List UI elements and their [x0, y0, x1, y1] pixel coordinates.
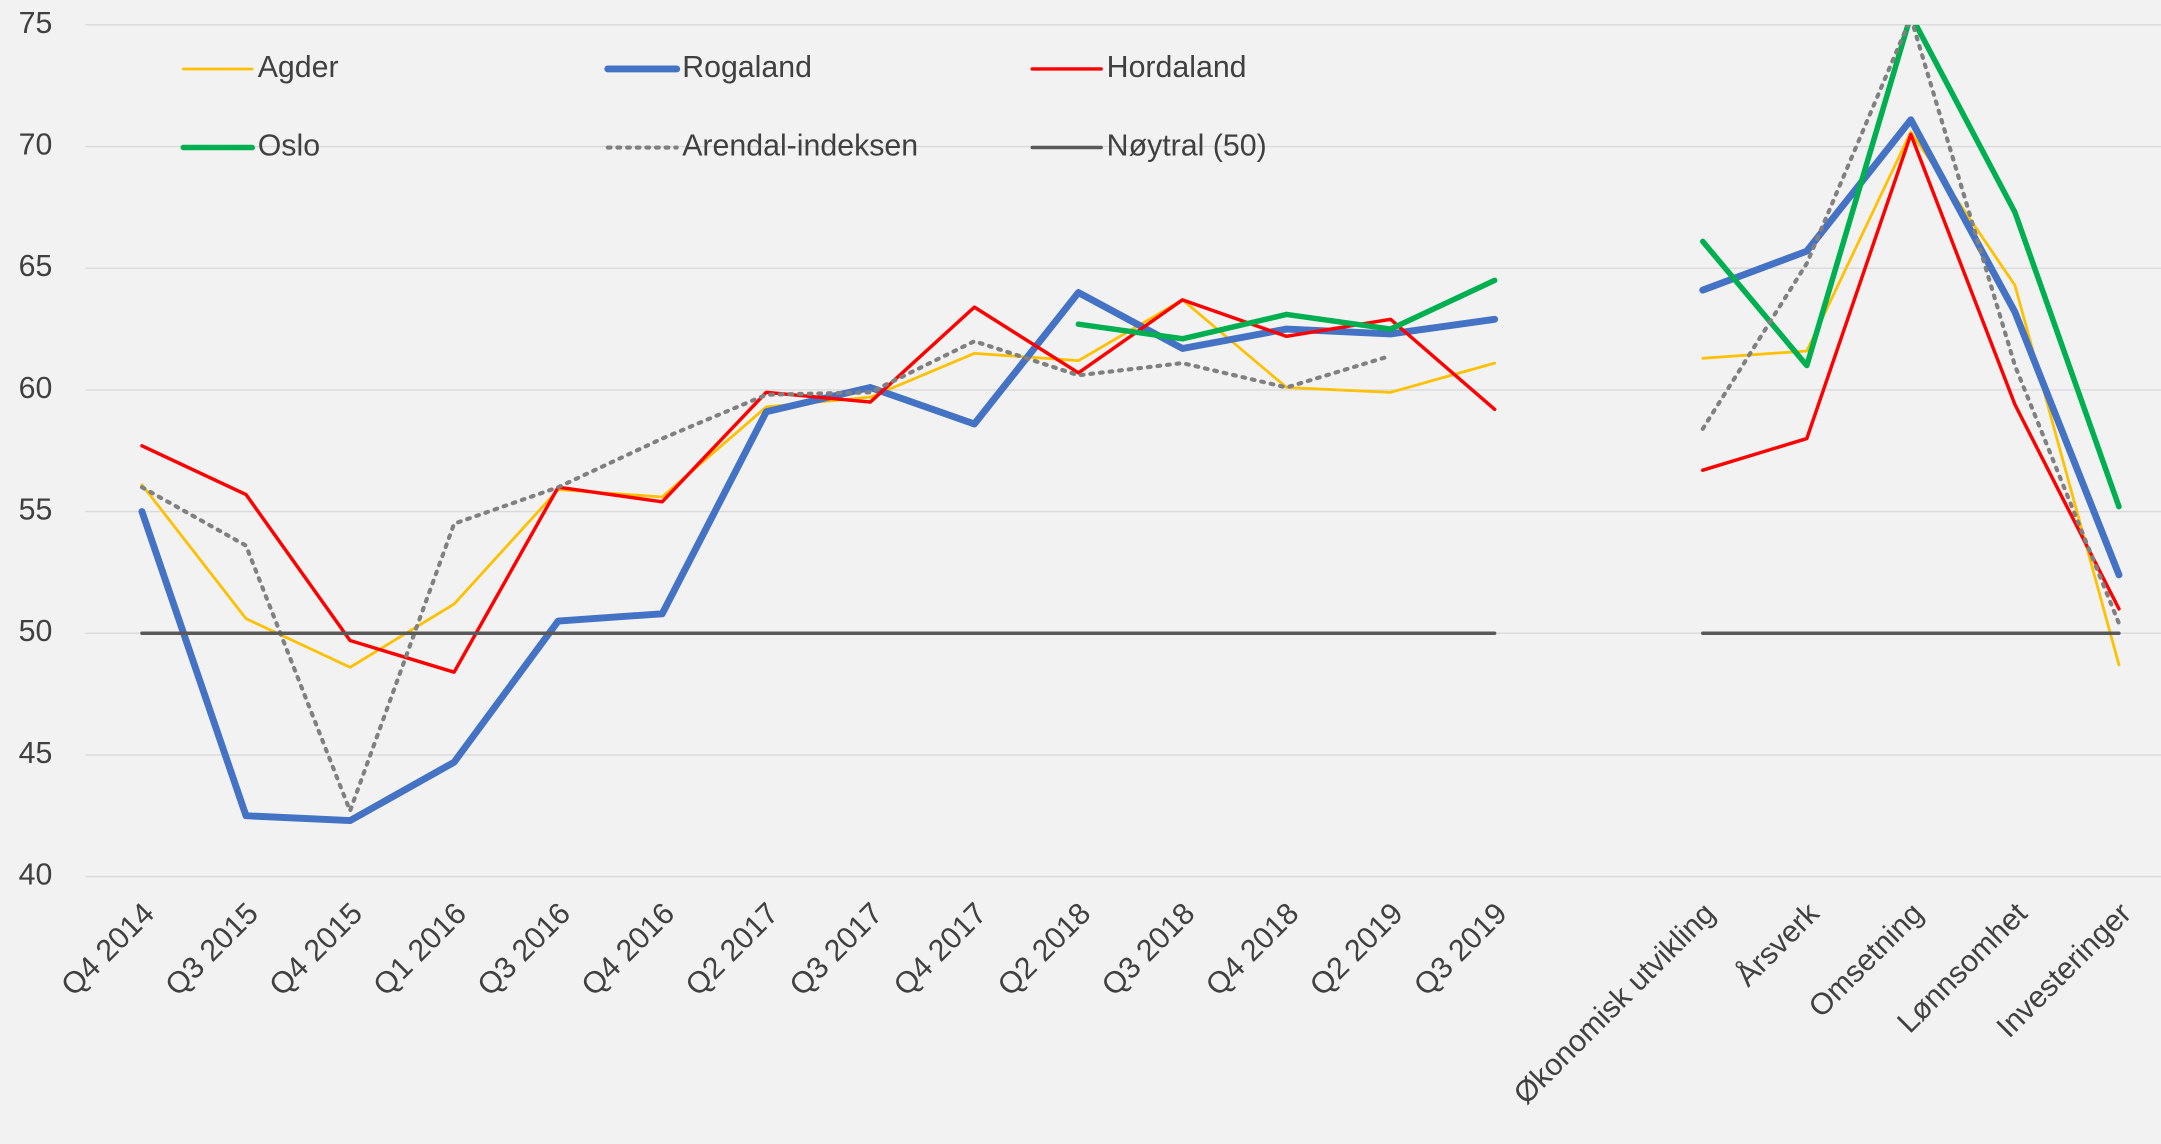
x-tick-label: Q4 2018 [1200, 897, 1306, 1003]
legend-label: Arendal-indeksen [682, 130, 918, 163]
plot-area [138, 24, 2123, 825]
legend-label: Agder [258, 51, 339, 84]
series-line [140, 132, 2121, 674]
x-tick-label: Q1 2016 [367, 897, 473, 1003]
y-tick-label: 55 [19, 494, 53, 527]
legend-label: Oslo [258, 130, 320, 163]
x-tick-label: Q4 2014 [55, 897, 161, 1003]
x-tick-label: Q3 2018 [1096, 897, 1202, 1003]
series-line [140, 130, 2121, 669]
x-tick-label: Økonomisk utvikling [1508, 897, 1722, 1111]
legend-label: Rogaland [682, 51, 812, 84]
series-line [1075, 24, 2122, 510]
x-tick-label: Q4 2016 [576, 897, 682, 1003]
x-tick-label: Q4 2015 [263, 897, 369, 1003]
y-tick-label: 70 [19, 129, 53, 162]
x-tick-label: Q2 2017 [680, 897, 786, 1003]
legend-label: Nøytral (50) [1107, 130, 1267, 163]
x-tick-label: Q3 2016 [471, 897, 577, 1003]
series-line [138, 116, 2123, 825]
y-tick-label: 50 [19, 615, 53, 648]
x-tick-label: Q3 2015 [159, 897, 265, 1003]
x-tick-label: Q3 2017 [784, 897, 890, 1003]
x-tick-label: Q2 2018 [992, 897, 1098, 1003]
y-tick-label: 60 [19, 372, 53, 405]
y-tick-label: 65 [19, 250, 53, 283]
x-tick-label: Q2 2019 [1304, 897, 1410, 1003]
y-tick-label: 45 [19, 737, 53, 770]
x-tick-label: Q3 2019 [1408, 897, 1514, 1003]
series-line [139, 24, 2122, 813]
x-tick-label: Årsverk [1730, 896, 1827, 993]
x-tick-label: Q4 2017 [888, 897, 994, 1003]
legend-label: Hordaland [1107, 51, 1247, 84]
y-tick-label: 40 [19, 859, 53, 892]
y-tick-label: 75 [19, 7, 53, 40]
